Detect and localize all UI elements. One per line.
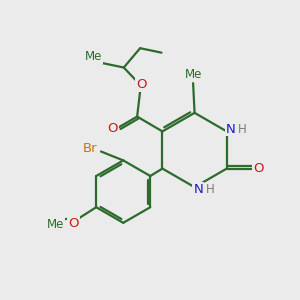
Text: O: O bbox=[68, 217, 79, 230]
Text: Me: Me bbox=[85, 50, 102, 63]
Text: O: O bbox=[136, 78, 147, 91]
Text: H: H bbox=[238, 122, 247, 136]
Text: Br: Br bbox=[83, 142, 98, 155]
Text: O: O bbox=[253, 162, 264, 175]
Text: H: H bbox=[206, 183, 214, 196]
Text: Me: Me bbox=[184, 68, 202, 81]
Text: N: N bbox=[226, 122, 235, 136]
Text: Me: Me bbox=[47, 218, 64, 231]
Text: N: N bbox=[193, 183, 203, 196]
Text: O: O bbox=[107, 122, 118, 135]
